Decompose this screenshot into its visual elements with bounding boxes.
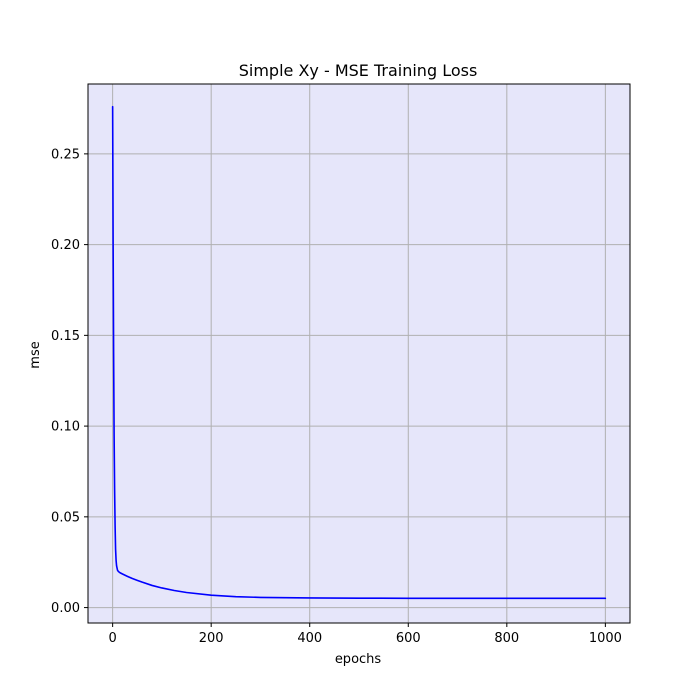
x-axis-label: epochs — [335, 652, 382, 667]
y-axis-label: mse — [28, 341, 43, 368]
x-tick-label: 600 — [396, 631, 421, 646]
y-tick-label: 0.20 — [51, 238, 80, 253]
series-layer — [111, 105, 607, 600]
ticks-layer: 0 200 400 600 800 1000 0.00 0.05 0.10 0.15 0.20 0.2… — [51, 147, 622, 646]
x-tick-label: 200 — [199, 631, 224, 646]
series-line-0 — [111, 105, 607, 600]
y-tick-label: 0.15 — [51, 329, 80, 344]
plot-frame — [87, 83, 631, 624]
y-tick-label: 0.00 — [51, 601, 80, 616]
chart-title: Simple Xy - MSE Training Loss — [239, 61, 478, 80]
y-tick-label: 0.05 — [51, 510, 80, 525]
x-tick-label: 1000 — [589, 631, 622, 646]
grid-lines — [88, 84, 630, 623]
x-tick-label: 400 — [297, 631, 322, 646]
plot-area — [88, 84, 630, 623]
y-tick-label: 0.25 — [51, 147, 80, 162]
x-tick-label: 800 — [494, 631, 519, 646]
x-tick-label: 0 — [108, 631, 116, 646]
y-tick-label: 0.10 — [51, 420, 80, 435]
